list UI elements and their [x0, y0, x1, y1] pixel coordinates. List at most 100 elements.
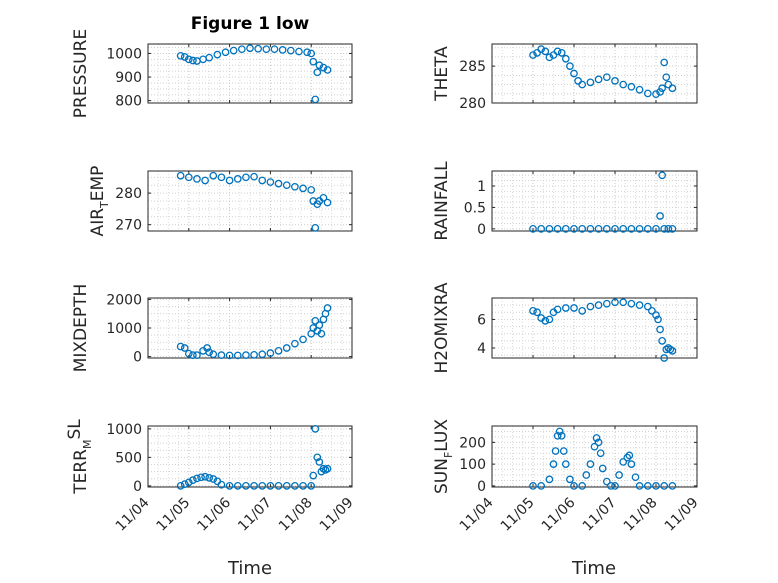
data-point — [197, 473, 205, 482]
data-point — [541, 317, 550, 325]
data-point — [619, 80, 628, 89]
data-point — [662, 73, 671, 82]
y-tick-label: 270 — [115, 218, 142, 234]
data-point — [311, 317, 320, 325]
data-point — [250, 351, 258, 359]
data-point — [317, 329, 326, 338]
data-point — [217, 351, 226, 359]
data-point — [189, 476, 197, 485]
data-point — [643, 482, 652, 490]
data-point — [658, 171, 667, 180]
axes-box — [147, 425, 353, 488]
y-axis-label: THETA — [432, 46, 452, 102]
data-point — [656, 325, 664, 334]
data-point — [602, 225, 611, 233]
data-point — [658, 337, 667, 345]
data-point — [311, 95, 320, 104]
data-point — [668, 225, 677, 233]
data-series — [529, 298, 677, 362]
data-point — [627, 82, 636, 91]
data-point — [262, 45, 271, 54]
data-point — [203, 344, 212, 352]
data-point — [545, 53, 554, 62]
data-point — [266, 349, 275, 357]
data-point — [193, 474, 201, 483]
x-axis-label-left: Time — [227, 558, 272, 579]
axes-box — [491, 43, 698, 104]
data-point — [291, 339, 299, 348]
data-point — [619, 225, 628, 233]
subplot-4: 0 0.5 1 RAINFALL — [432, 161, 698, 241]
subplot-5: 0 1000 2000 MIXDEPTH — [71, 284, 353, 372]
data-point — [225, 351, 234, 360]
data-point — [643, 89, 652, 98]
data-point — [557, 431, 566, 440]
data-point — [537, 225, 546, 233]
grid-lines — [491, 297, 698, 358]
x-tick-label: 11/09 — [662, 495, 702, 535]
data-point — [566, 475, 574, 484]
x-tick-label: 11/08 — [276, 495, 316, 535]
data-point — [299, 335, 307, 344]
data-point — [533, 308, 541, 317]
data-point — [303, 48, 311, 57]
y-tick-label: 1000 — [106, 46, 142, 62]
data-point — [594, 301, 603, 309]
x-tick-label: 11/04 — [457, 495, 497, 535]
y-tick-label: 2000 — [106, 292, 142, 308]
data-point — [266, 178, 275, 186]
data-point — [648, 307, 656, 315]
y-axis-label: RAINFALL — [432, 161, 452, 241]
data-point — [561, 304, 570, 312]
data-point — [652, 90, 660, 99]
data-point — [193, 175, 201, 183]
subplot-8: 11/04 11/05 11/06 11/07 11/08 11/09 0 100 200SUN… — [432, 419, 702, 535]
data-point — [619, 298, 628, 307]
data-point — [282, 181, 291, 190]
data-point — [313, 453, 322, 462]
data-point — [590, 442, 599, 451]
data-point — [323, 464, 332, 473]
data-point — [578, 80, 587, 89]
axes-box — [147, 170, 353, 232]
x-tick-label: 11/09 — [317, 495, 357, 535]
subplot-6: 4 6 H2OMIXRA — [432, 282, 698, 374]
data-point — [209, 171, 218, 180]
data-point — [201, 176, 209, 185]
data-point — [299, 184, 307, 193]
data-point — [668, 347, 677, 355]
data-point — [315, 61, 324, 70]
y-tick-label: 200 — [459, 435, 486, 451]
data-point — [559, 447, 568, 455]
data-point — [221, 48, 230, 57]
data-point — [250, 482, 258, 490]
data-point — [557, 48, 566, 57]
data-point — [635, 301, 644, 309]
data-series — [176, 304, 332, 360]
data-point — [664, 225, 673, 233]
data-point — [566, 62, 574, 70]
data-point — [233, 482, 242, 490]
data-point — [309, 471, 318, 480]
data-point — [315, 321, 324, 329]
data-point — [570, 225, 578, 233]
x-tick-label: 11/06 — [194, 495, 234, 535]
data-point — [315, 458, 324, 466]
data-point — [537, 482, 546, 490]
data-point — [654, 315, 662, 324]
data-point — [529, 307, 537, 315]
data-point — [592, 434, 601, 442]
data-point — [611, 482, 619, 490]
data-point — [274, 482, 283, 490]
x-tick-label: 11/04 — [113, 495, 153, 535]
data-point — [189, 351, 197, 359]
data-point — [551, 447, 560, 455]
y-tick-label: 500 — [115, 450, 142, 466]
data-point — [250, 172, 258, 181]
data-point — [258, 176, 267, 185]
data-point — [594, 225, 603, 233]
data-point — [246, 44, 254, 53]
data-point — [627, 299, 636, 308]
subplot-7: 11/04 11/05 11/06 11/07 11/08 11/09 0 500 1000 TE… — [65, 419, 357, 535]
